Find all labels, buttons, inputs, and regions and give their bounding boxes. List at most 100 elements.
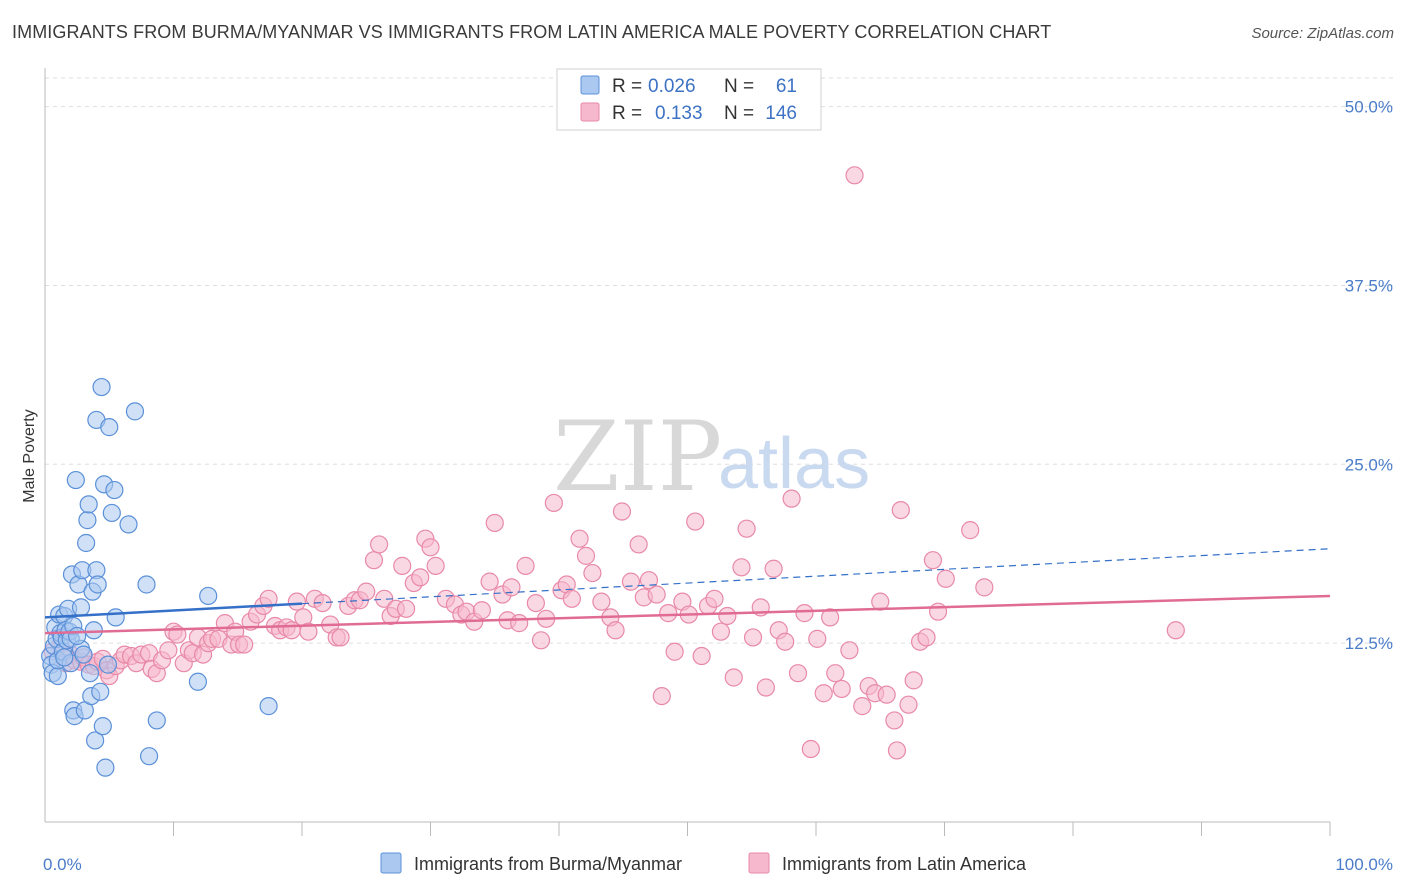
point-burma [98,655,118,674]
point-latin [756,678,775,697]
point-latin [975,578,994,597]
point-latin [899,695,918,714]
point-latin [743,628,763,647]
y-tick-label: 12.5% [1345,634,1393,653]
point-latin [821,608,840,627]
x-tick-label-min: 0.0% [43,855,82,874]
legend-swatch-burma [580,75,600,95]
point-latin [652,686,671,706]
point-latin [562,589,581,608]
point-burma [78,511,97,530]
point-latin [686,512,705,531]
tick-labels: 12.5% 25.0% 37.5% 50.0% 0.0% 100.0% [43,98,1393,874]
point-latin [904,671,923,690]
point-latin [426,556,445,575]
point-burma [100,418,119,437]
point-latin [877,685,896,704]
axes [44,68,1331,836]
point-latin [692,646,711,666]
legend-n-label-burma: N = [724,76,754,97]
point-latin [782,489,801,508]
legend-r-value-latin: 0.133 [655,103,703,124]
point-latin [421,538,440,557]
point-burma [68,626,87,646]
point-latin [737,519,756,538]
bottom-legend-label-latin: Immigrants from Latin America [782,854,1027,874]
point-latin [510,614,529,633]
watermark: ZIP atlas [553,401,870,513]
point-latin [411,568,430,587]
point-latin [235,635,254,654]
point-burma [102,503,121,523]
point-burma [137,575,156,594]
point-latin [917,628,936,647]
bottom-legend: Immigrants from Burma/Myanmar Immigrants… [380,852,1027,874]
legend-r-value-burma: 0.026 [648,76,696,97]
legend-swatch-latin [580,102,600,122]
point-latin [814,684,833,703]
legend-n-label-latin: N = [724,103,754,124]
legend-n-value-latin: 146 [765,103,797,124]
bottom-legend-label-burma: Immigrants from Burma/Myanmar [414,854,682,874]
point-latin [396,599,416,618]
point-latin [776,632,795,651]
gridlines [45,77,1393,644]
point-latin [576,546,596,565]
point-latin [788,664,808,683]
point-burma [199,586,218,606]
point-latin [472,601,491,620]
trend-line-burma [44,602,303,619]
point-latin [711,622,731,641]
bottom-legend-swatch-latin [748,852,770,874]
point-burma [105,480,124,500]
point-latin [259,589,278,608]
chart-title: IMMIGRANTS FROM BURMA/MYANMAR VS IMMIGRA… [12,22,1052,42]
point-latin [544,493,563,513]
point-latin [665,642,684,661]
point-burma [84,621,103,640]
point-burma [188,672,208,691]
y-tick-label: 25.0% [1345,455,1393,474]
legend-box: R = 0.026 N = 61 R = 0.133 N = 146 [556,68,822,131]
point-latin [502,578,521,597]
point-burma [55,648,74,667]
legend-r-label-burma: R = [612,76,642,97]
point-latin [923,551,943,570]
point-latin [801,739,820,759]
point-latin [370,535,389,554]
point-latin [764,559,783,578]
point-burma [139,747,159,766]
point-latin [526,593,545,613]
point-latin [357,582,376,601]
point-burma [125,402,145,421]
x-tick-label-max: 100.0% [1335,855,1393,874]
trend-lines [44,548,1331,635]
point-burma [66,470,85,490]
point-latin [705,589,724,608]
point-latin [936,569,955,588]
point-burma [74,645,93,664]
point-burma [77,533,96,553]
point-latin [570,529,589,548]
point-burma [259,697,278,716]
point-burma [80,664,100,683]
watermark-zip: ZIP [553,401,722,513]
source-note: Source: ZipAtlas.com [1251,25,1394,42]
point-latin [485,513,504,533]
trend-line-burma-extension [301,548,1331,605]
point-burma [91,682,110,701]
point-latin [516,556,535,575]
point-burma [86,731,105,750]
point-latin [840,641,859,660]
point-burma [71,598,91,617]
point-latin [826,664,845,683]
point-latin [1166,621,1185,640]
point-latin [531,631,551,650]
point-latin [732,558,751,577]
point-latin [629,535,648,554]
point-latin [928,602,948,621]
point-latin [647,585,666,604]
point-latin [287,592,306,611]
point-burma [96,758,115,777]
